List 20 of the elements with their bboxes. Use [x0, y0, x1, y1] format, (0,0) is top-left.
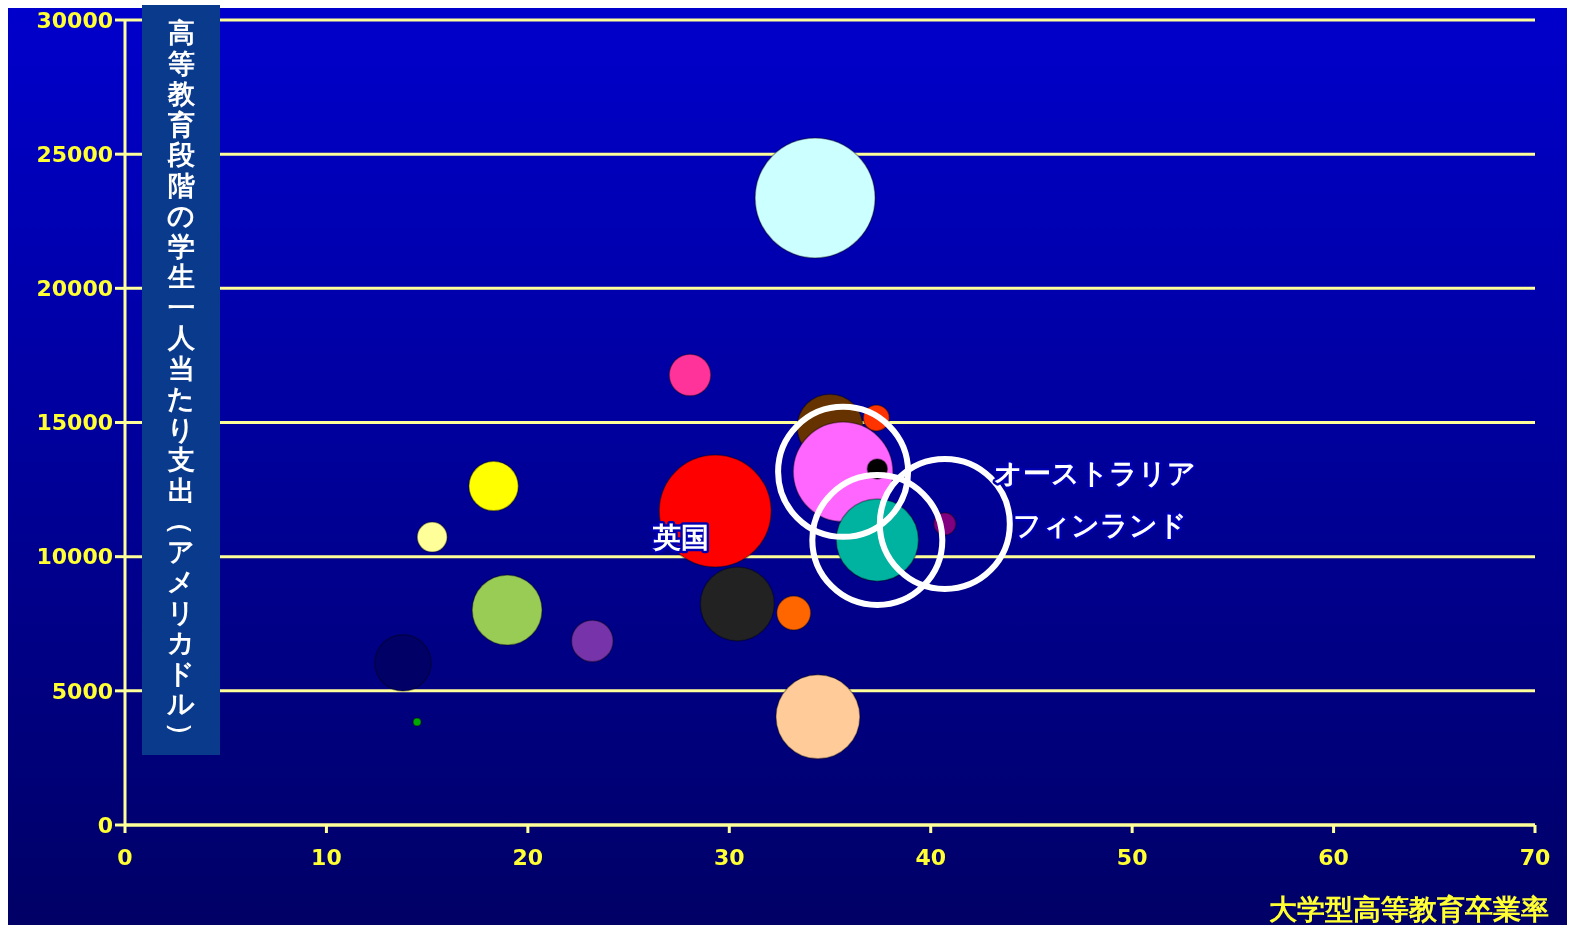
y-tick-label: 20000 — [36, 276, 113, 302]
annotation: 英国 — [652, 521, 710, 555]
annotation: オーストラリア — [994, 457, 1196, 490]
y-tick-label: 25000 — [36, 141, 113, 167]
y-tick-label: 5000 — [51, 678, 113, 704]
annotation: フィンランド — [1013, 509, 1187, 542]
x-tick-label: 20 — [512, 844, 544, 870]
x-tick-label: 60 — [1318, 844, 1349, 870]
x-tick-label: 0 — [117, 844, 133, 870]
x-tick-label: 10 — [311, 844, 342, 870]
x-tick-label: 30 — [713, 844, 745, 870]
x-tick-label: 70 — [1519, 844, 1551, 870]
x-axis-title: 大学型高等教育卒業率 — [1269, 892, 1549, 928]
y-tick-label: 30000 — [36, 7, 113, 33]
y-tick-label: 0 — [97, 812, 113, 838]
x-tick-label: 40 — [915, 844, 947, 870]
x-tick-label: 50 — [1116, 844, 1148, 870]
text: 高等教育段階の学生一人当たり支出（アメリカドル） — [166, 17, 198, 749]
y-tick-label: 10000 — [36, 544, 113, 570]
y-tick-label: 15000 — [36, 410, 113, 436]
